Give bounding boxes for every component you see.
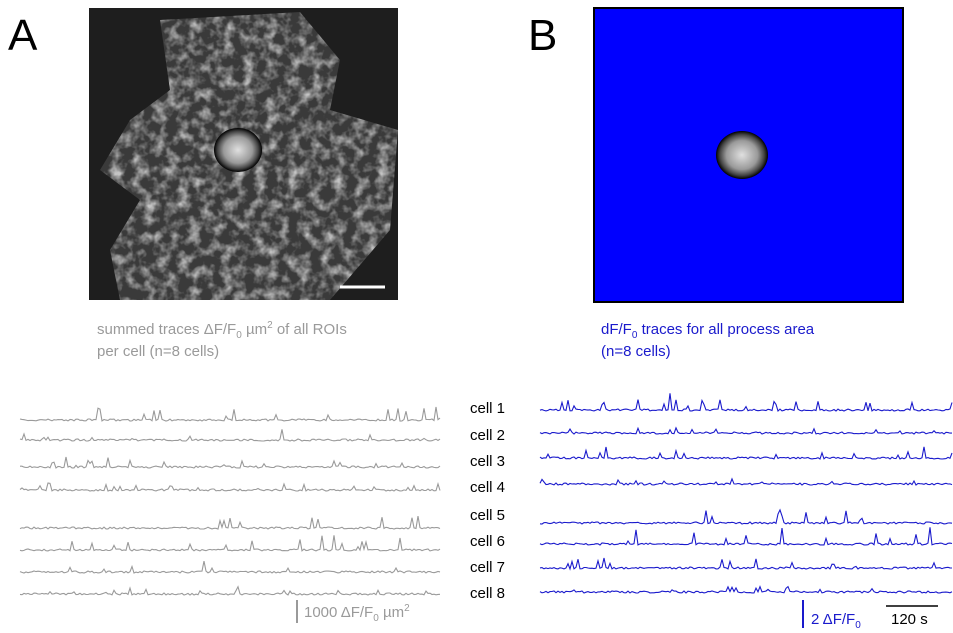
trace (539, 393, 953, 413)
scale-label: 2 ΔF/F0 (811, 611, 861, 631)
caption: per cell (n=8 cells) (97, 343, 219, 360)
micrograph-b (593, 7, 904, 303)
trace (539, 557, 953, 571)
micrograph-a (89, 8, 398, 300)
trace (539, 426, 952, 435)
panel-label: A (8, 11, 38, 60)
cell-label: cell 6 (470, 533, 505, 550)
trace (19, 585, 441, 596)
trace (19, 560, 441, 574)
trace (539, 585, 953, 594)
trace (19, 406, 441, 422)
trace (19, 535, 441, 552)
trace (19, 429, 441, 442)
trace (19, 516, 441, 530)
trace (539, 508, 953, 525)
cell-label: cell 3 (470, 453, 505, 470)
cell-label: cell 4 (470, 479, 505, 496)
trace (19, 481, 441, 492)
caption: summed traces ΔF/F0 µm2 of all ROIs (97, 320, 347, 341)
trace (539, 446, 953, 460)
cell-label: cell 2 (470, 427, 505, 444)
traces (19, 393, 953, 596)
caption: (n=8 cells) (601, 343, 671, 360)
cell-label: cell 5 (470, 507, 505, 524)
trace (20, 456, 441, 469)
time-label: 120 s (891, 611, 928, 628)
cell-label: cell 7 (470, 559, 505, 576)
scale-label: 1000 ΔF/F0 µm2 (304, 603, 410, 624)
panel-label: B (528, 11, 557, 60)
caption: dF/F0 traces for all process area (601, 321, 815, 341)
cell-label: cell 8 (470, 585, 505, 602)
cell-label: cell 1 (470, 400, 505, 417)
trace (539, 477, 953, 486)
trace (539, 527, 953, 546)
